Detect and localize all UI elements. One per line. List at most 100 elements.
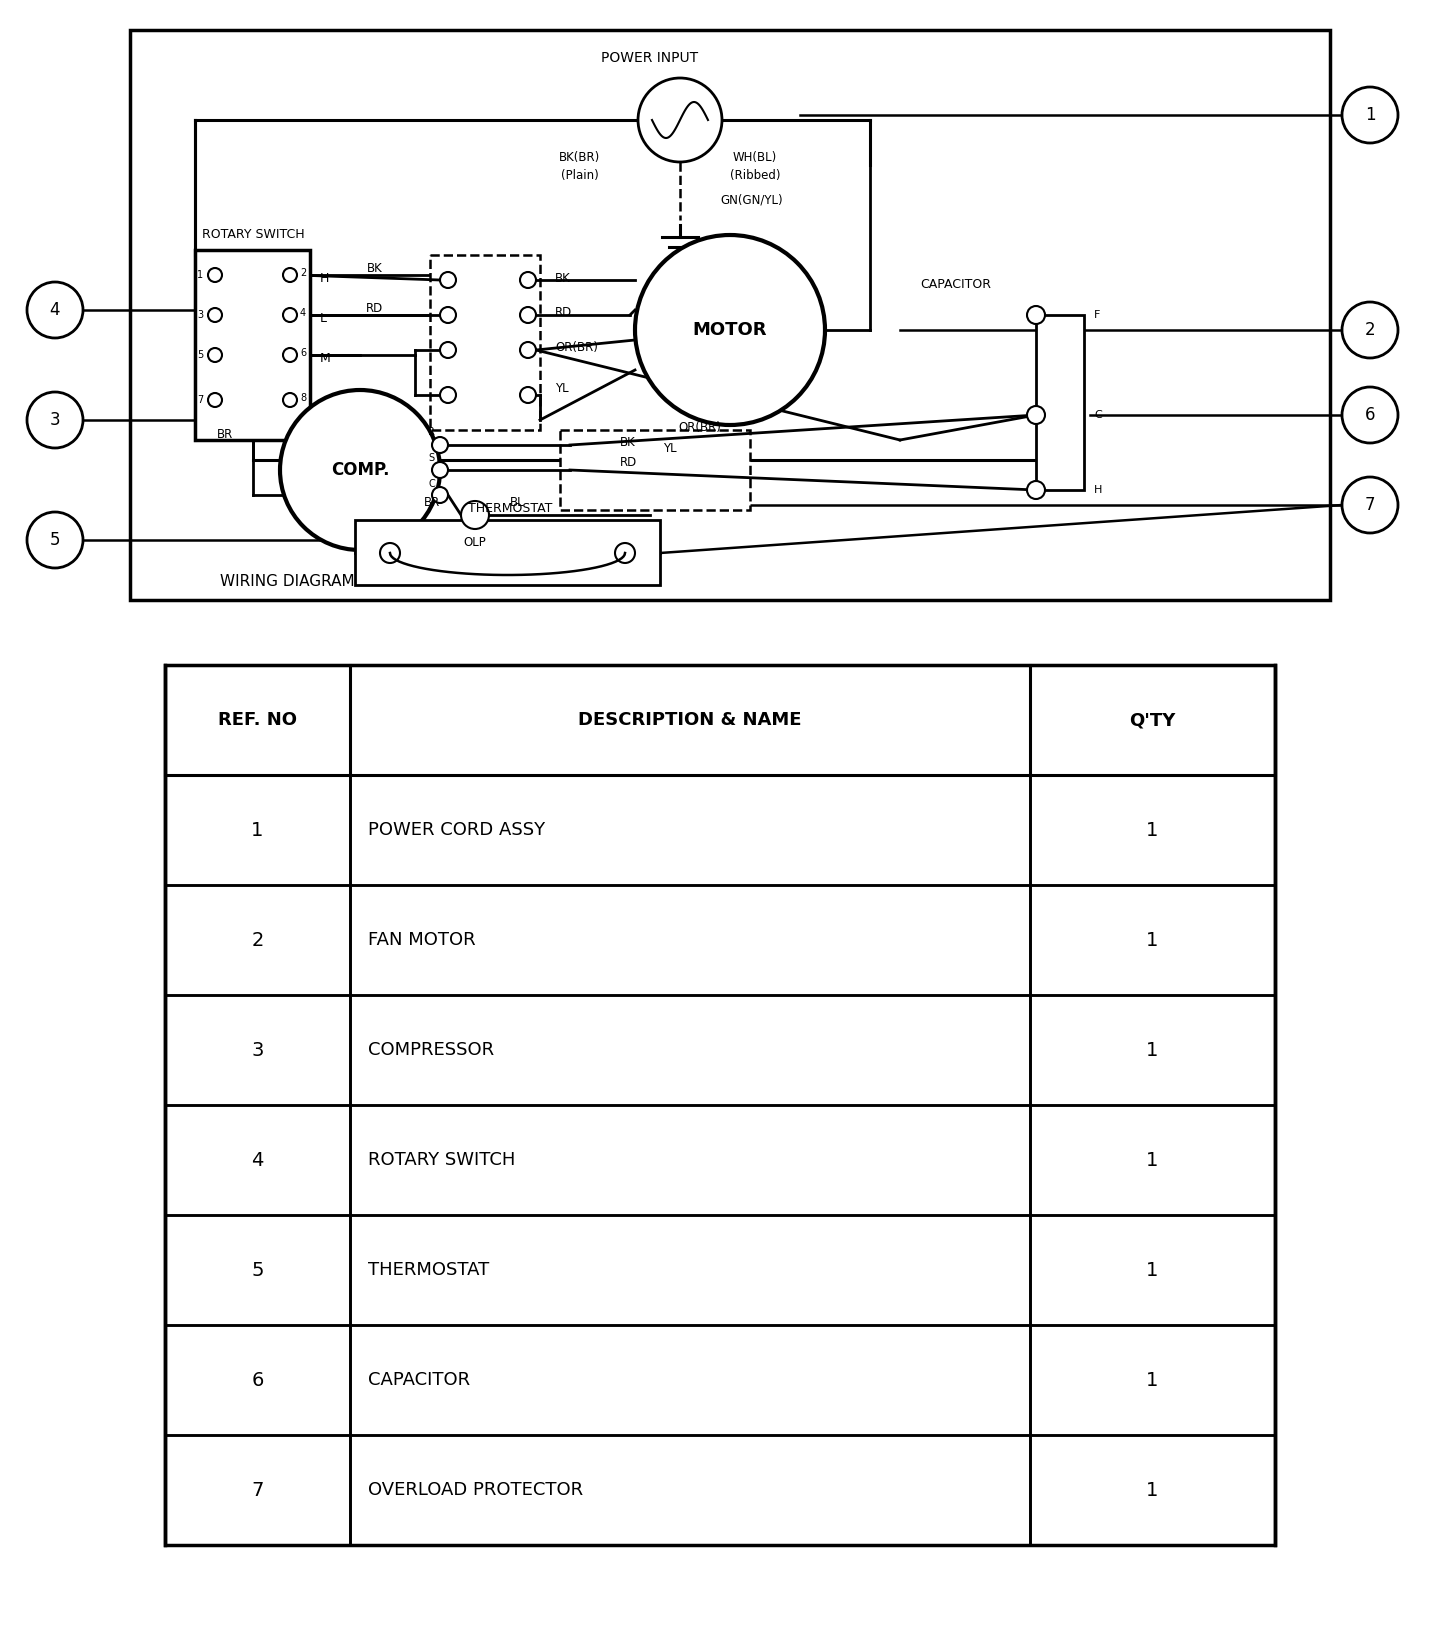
Text: 3: 3	[252, 1040, 264, 1060]
Text: H: H	[1095, 484, 1102, 496]
Circle shape	[520, 307, 536, 323]
Text: 1: 1	[1146, 1150, 1159, 1170]
Circle shape	[432, 461, 449, 478]
Circle shape	[27, 283, 83, 338]
Text: 5: 5	[252, 1261, 264, 1279]
Text: THERMOSTAT: THERMOSTAT	[467, 502, 552, 515]
Circle shape	[440, 307, 456, 323]
Text: BR: BR	[424, 496, 440, 509]
Text: BK: BK	[554, 271, 570, 284]
Circle shape	[283, 348, 297, 362]
Text: 2: 2	[252, 931, 264, 949]
Text: 1: 1	[1365, 106, 1375, 124]
Circle shape	[614, 543, 634, 562]
Circle shape	[1027, 406, 1045, 424]
Circle shape	[1342, 478, 1398, 533]
Circle shape	[209, 309, 221, 322]
Circle shape	[209, 393, 221, 406]
Circle shape	[440, 387, 456, 403]
Text: BK: BK	[620, 437, 636, 450]
Text: 1: 1	[197, 270, 203, 279]
Text: BK(BR): BK(BR)	[559, 151, 600, 164]
Bar	[430, 255, 540, 431]
Text: 7: 7	[252, 1480, 264, 1500]
Circle shape	[520, 271, 536, 288]
Circle shape	[432, 488, 449, 504]
Text: 4: 4	[300, 309, 306, 318]
Text: COMP.: COMP.	[330, 461, 389, 479]
Bar	[354, 520, 660, 585]
Text: WIRING DIAGRAM: WIRING DIAGRAM	[220, 575, 354, 590]
Text: RD: RD	[366, 302, 383, 315]
Circle shape	[280, 390, 440, 549]
Circle shape	[283, 309, 297, 322]
Text: POWER CORD ASSY: POWER CORD ASSY	[369, 821, 544, 838]
Circle shape	[520, 341, 536, 358]
Text: 3: 3	[197, 310, 203, 320]
Text: C: C	[1095, 410, 1102, 419]
Text: ROTARY SWITCH: ROTARY SWITCH	[369, 1150, 516, 1168]
Bar	[164, 665, 1275, 775]
Text: H: H	[320, 271, 329, 284]
Circle shape	[1027, 481, 1045, 499]
Circle shape	[209, 268, 221, 283]
Text: 1: 1	[252, 821, 264, 840]
Text: C: C	[429, 479, 434, 489]
Text: YL: YL	[554, 382, 569, 395]
Text: BK: BK	[367, 262, 383, 275]
Text: 4: 4	[252, 1150, 264, 1170]
Text: 1: 1	[1146, 1480, 1159, 1500]
Circle shape	[440, 341, 456, 358]
Text: 3: 3	[50, 411, 60, 429]
Circle shape	[283, 393, 297, 406]
Text: CAPACITOR: CAPACITOR	[369, 1372, 470, 1389]
Text: 1: 1	[1146, 931, 1159, 949]
Text: WH(BL): WH(BL)	[733, 151, 777, 164]
Text: F: F	[1095, 310, 1100, 320]
Text: ROTARY SWITCH: ROTARY SWITCH	[201, 229, 304, 242]
Circle shape	[440, 271, 456, 288]
Circle shape	[520, 387, 536, 403]
Text: OR(BR): OR(BR)	[679, 421, 722, 434]
Text: 6: 6	[252, 1370, 264, 1389]
Text: OLP: OLP	[463, 536, 486, 549]
Bar	[130, 29, 1330, 600]
Bar	[194, 250, 310, 440]
Circle shape	[1342, 302, 1398, 358]
Text: REF. NO: REF. NO	[219, 712, 297, 730]
Text: 5: 5	[50, 531, 60, 549]
Text: DESCRIPTION & NAME: DESCRIPTION & NAME	[579, 712, 802, 730]
Text: BL: BL	[510, 496, 524, 509]
Text: 5: 5	[197, 349, 203, 361]
Text: S: S	[429, 453, 434, 463]
Text: 7: 7	[197, 395, 203, 405]
Circle shape	[380, 543, 400, 562]
Circle shape	[432, 437, 449, 453]
Text: 1: 1	[1146, 821, 1159, 840]
Circle shape	[209, 348, 221, 362]
Circle shape	[283, 268, 297, 283]
Text: Q'TY: Q'TY	[1129, 712, 1176, 730]
Circle shape	[1342, 387, 1398, 444]
Text: 1: 1	[1146, 1261, 1159, 1279]
Text: L: L	[320, 312, 327, 325]
Text: 1: 1	[1146, 1370, 1159, 1389]
Text: M: M	[320, 351, 330, 364]
Text: COMPRESSOR: COMPRESSOR	[369, 1042, 494, 1060]
Text: RD: RD	[554, 307, 572, 320]
Text: 6: 6	[1365, 406, 1375, 424]
Circle shape	[462, 500, 489, 530]
Text: RD: RD	[620, 457, 637, 470]
Text: FAN MOTOR: FAN MOTOR	[369, 931, 476, 949]
Text: OVERLOAD PROTECTOR: OVERLOAD PROTECTOR	[369, 1480, 583, 1498]
Text: 4: 4	[50, 301, 60, 318]
Circle shape	[1027, 306, 1045, 323]
Text: 1: 1	[1146, 1040, 1159, 1060]
Text: 2: 2	[300, 268, 306, 278]
Text: MOTOR: MOTOR	[693, 322, 767, 340]
Circle shape	[634, 236, 825, 426]
Text: THERMOSTAT: THERMOSTAT	[369, 1261, 489, 1279]
Text: 2: 2	[1365, 322, 1375, 340]
Text: YL: YL	[663, 442, 677, 455]
Text: GN(GN/YL): GN(GN/YL)	[720, 193, 783, 206]
